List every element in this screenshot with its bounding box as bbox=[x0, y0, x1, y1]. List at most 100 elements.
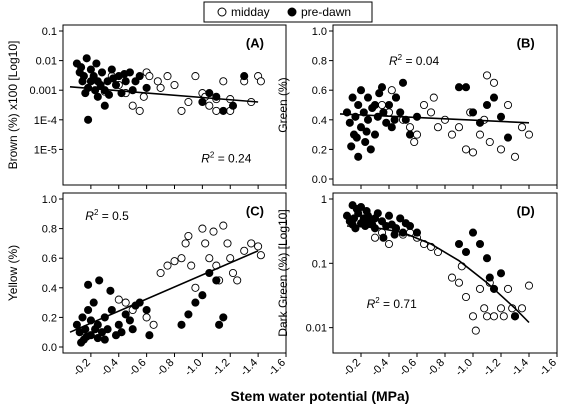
point-predawn bbox=[145, 331, 154, 340]
point-predawn bbox=[78, 313, 87, 322]
point-predawn bbox=[382, 118, 391, 127]
point-midday bbox=[447, 273, 457, 282]
point-predawn bbox=[348, 93, 357, 102]
point-predawn bbox=[468, 108, 478, 117]
point-predawn bbox=[356, 123, 366, 132]
point-midday bbox=[163, 261, 172, 270]
point-predawn bbox=[384, 211, 394, 220]
point-midday bbox=[191, 72, 200, 81]
point-midday bbox=[370, 233, 380, 242]
point-midday bbox=[454, 278, 464, 287]
point-predawn bbox=[384, 100, 394, 110]
point-midday bbox=[384, 239, 394, 249]
point-predawn bbox=[362, 206, 371, 216]
legend-predawn-label: pre-dawn bbox=[301, 5, 351, 19]
point-midday bbox=[454, 123, 464, 132]
point-predawn bbox=[92, 59, 101, 68]
y-tick-label: 0.8 bbox=[42, 224, 57, 236]
point-predawn bbox=[454, 239, 464, 249]
point-predawn bbox=[356, 86, 366, 95]
point-predawn bbox=[121, 77, 130, 86]
legend-midday-label: midday bbox=[231, 5, 270, 19]
point-predawn bbox=[104, 90, 114, 99]
point-predawn bbox=[354, 152, 363, 161]
point-midday bbox=[191, 283, 200, 292]
point-midday bbox=[240, 246, 249, 255]
point-predawn bbox=[212, 276, 221, 285]
point-predawn bbox=[412, 228, 422, 237]
point-midday bbox=[489, 312, 499, 321]
point-midday bbox=[198, 224, 207, 233]
point-predawn bbox=[84, 115, 93, 124]
point-midday bbox=[510, 152, 520, 161]
point-midday bbox=[233, 276, 242, 285]
point-midday bbox=[440, 115, 450, 124]
fit-line bbox=[339, 113, 530, 124]
point-midday bbox=[142, 313, 151, 322]
point-midday bbox=[170, 257, 179, 266]
point-midday bbox=[135, 106, 144, 115]
point-midday bbox=[219, 221, 228, 230]
point-predawn bbox=[184, 310, 193, 319]
point-predawn bbox=[82, 332, 91, 341]
x-tick-label: -1.4 bbox=[509, 357, 531, 379]
point-predawn bbox=[387, 123, 396, 132]
y-axis-label: Dark Green (%) [Log10] bbox=[276, 209, 290, 336]
x-tick-label: -0.8 bbox=[155, 357, 177, 379]
x-tick-label: -1.6 bbox=[266, 357, 288, 379]
point-midday bbox=[524, 130, 534, 139]
panel-label: (A) bbox=[246, 35, 264, 50]
point-predawn bbox=[345, 118, 354, 127]
point-predawn bbox=[363, 93, 373, 102]
point-predawn bbox=[489, 93, 499, 102]
y-tick-label: 1E-4 bbox=[34, 115, 57, 127]
point-midday bbox=[254, 242, 263, 251]
point-predawn bbox=[177, 320, 186, 329]
x-tick-label: -0.6 bbox=[127, 357, 149, 379]
point-midday bbox=[475, 284, 485, 293]
point-predawn bbox=[405, 221, 415, 231]
legend-predawn-marker bbox=[287, 7, 297, 17]
point-predawn bbox=[496, 269, 506, 278]
point-midday bbox=[387, 86, 396, 95]
fit-line bbox=[346, 225, 530, 324]
point-predawn bbox=[89, 72, 98, 81]
point-midday bbox=[163, 72, 172, 81]
point-predawn bbox=[398, 78, 408, 87]
legend-midday-marker bbox=[217, 7, 227, 17]
point-predawn bbox=[366, 145, 375, 154]
point-predawn bbox=[468, 228, 478, 237]
y-tick-label: 0.2 bbox=[42, 312, 57, 324]
point-midday bbox=[212, 106, 221, 115]
r-squared-annotation: R2 = 0.5 bbox=[85, 208, 129, 223]
point-predawn bbox=[375, 89, 384, 98]
x-tick-label: -0.4 bbox=[369, 357, 391, 379]
x-tick-label: -0.2 bbox=[341, 357, 363, 379]
point-predawn bbox=[219, 313, 228, 322]
point-predawn bbox=[396, 108, 405, 117]
point-midday bbox=[156, 268, 165, 278]
point-predawn bbox=[121, 310, 130, 319]
point-predawn bbox=[461, 83, 471, 92]
point-midday bbox=[426, 108, 436, 117]
point-midday bbox=[468, 312, 478, 321]
point-predawn bbox=[117, 328, 126, 337]
point-midday bbox=[121, 298, 130, 307]
point-predawn bbox=[84, 280, 93, 289]
r-squared-annotation: R2 = 0.24 bbox=[201, 151, 251, 166]
point-midday bbox=[471, 326, 480, 335]
point-midday bbox=[128, 101, 137, 110]
point-predawn bbox=[107, 65, 116, 74]
point-predawn bbox=[363, 115, 373, 124]
point-midday bbox=[429, 93, 438, 102]
y-tick-label: 0.01 bbox=[306, 323, 327, 335]
point-predawn bbox=[361, 137, 370, 147]
point-predawn bbox=[84, 305, 93, 315]
x-tick-label: -1.2 bbox=[481, 357, 503, 379]
point-predawn bbox=[82, 54, 91, 63]
y-tick-label: 0.4 bbox=[42, 283, 57, 295]
y-axis-label: Brown (%) x100 [Log10] bbox=[6, 41, 20, 170]
point-predawn bbox=[354, 100, 363, 110]
point-predawn bbox=[125, 316, 134, 325]
point-midday bbox=[485, 137, 494, 147]
